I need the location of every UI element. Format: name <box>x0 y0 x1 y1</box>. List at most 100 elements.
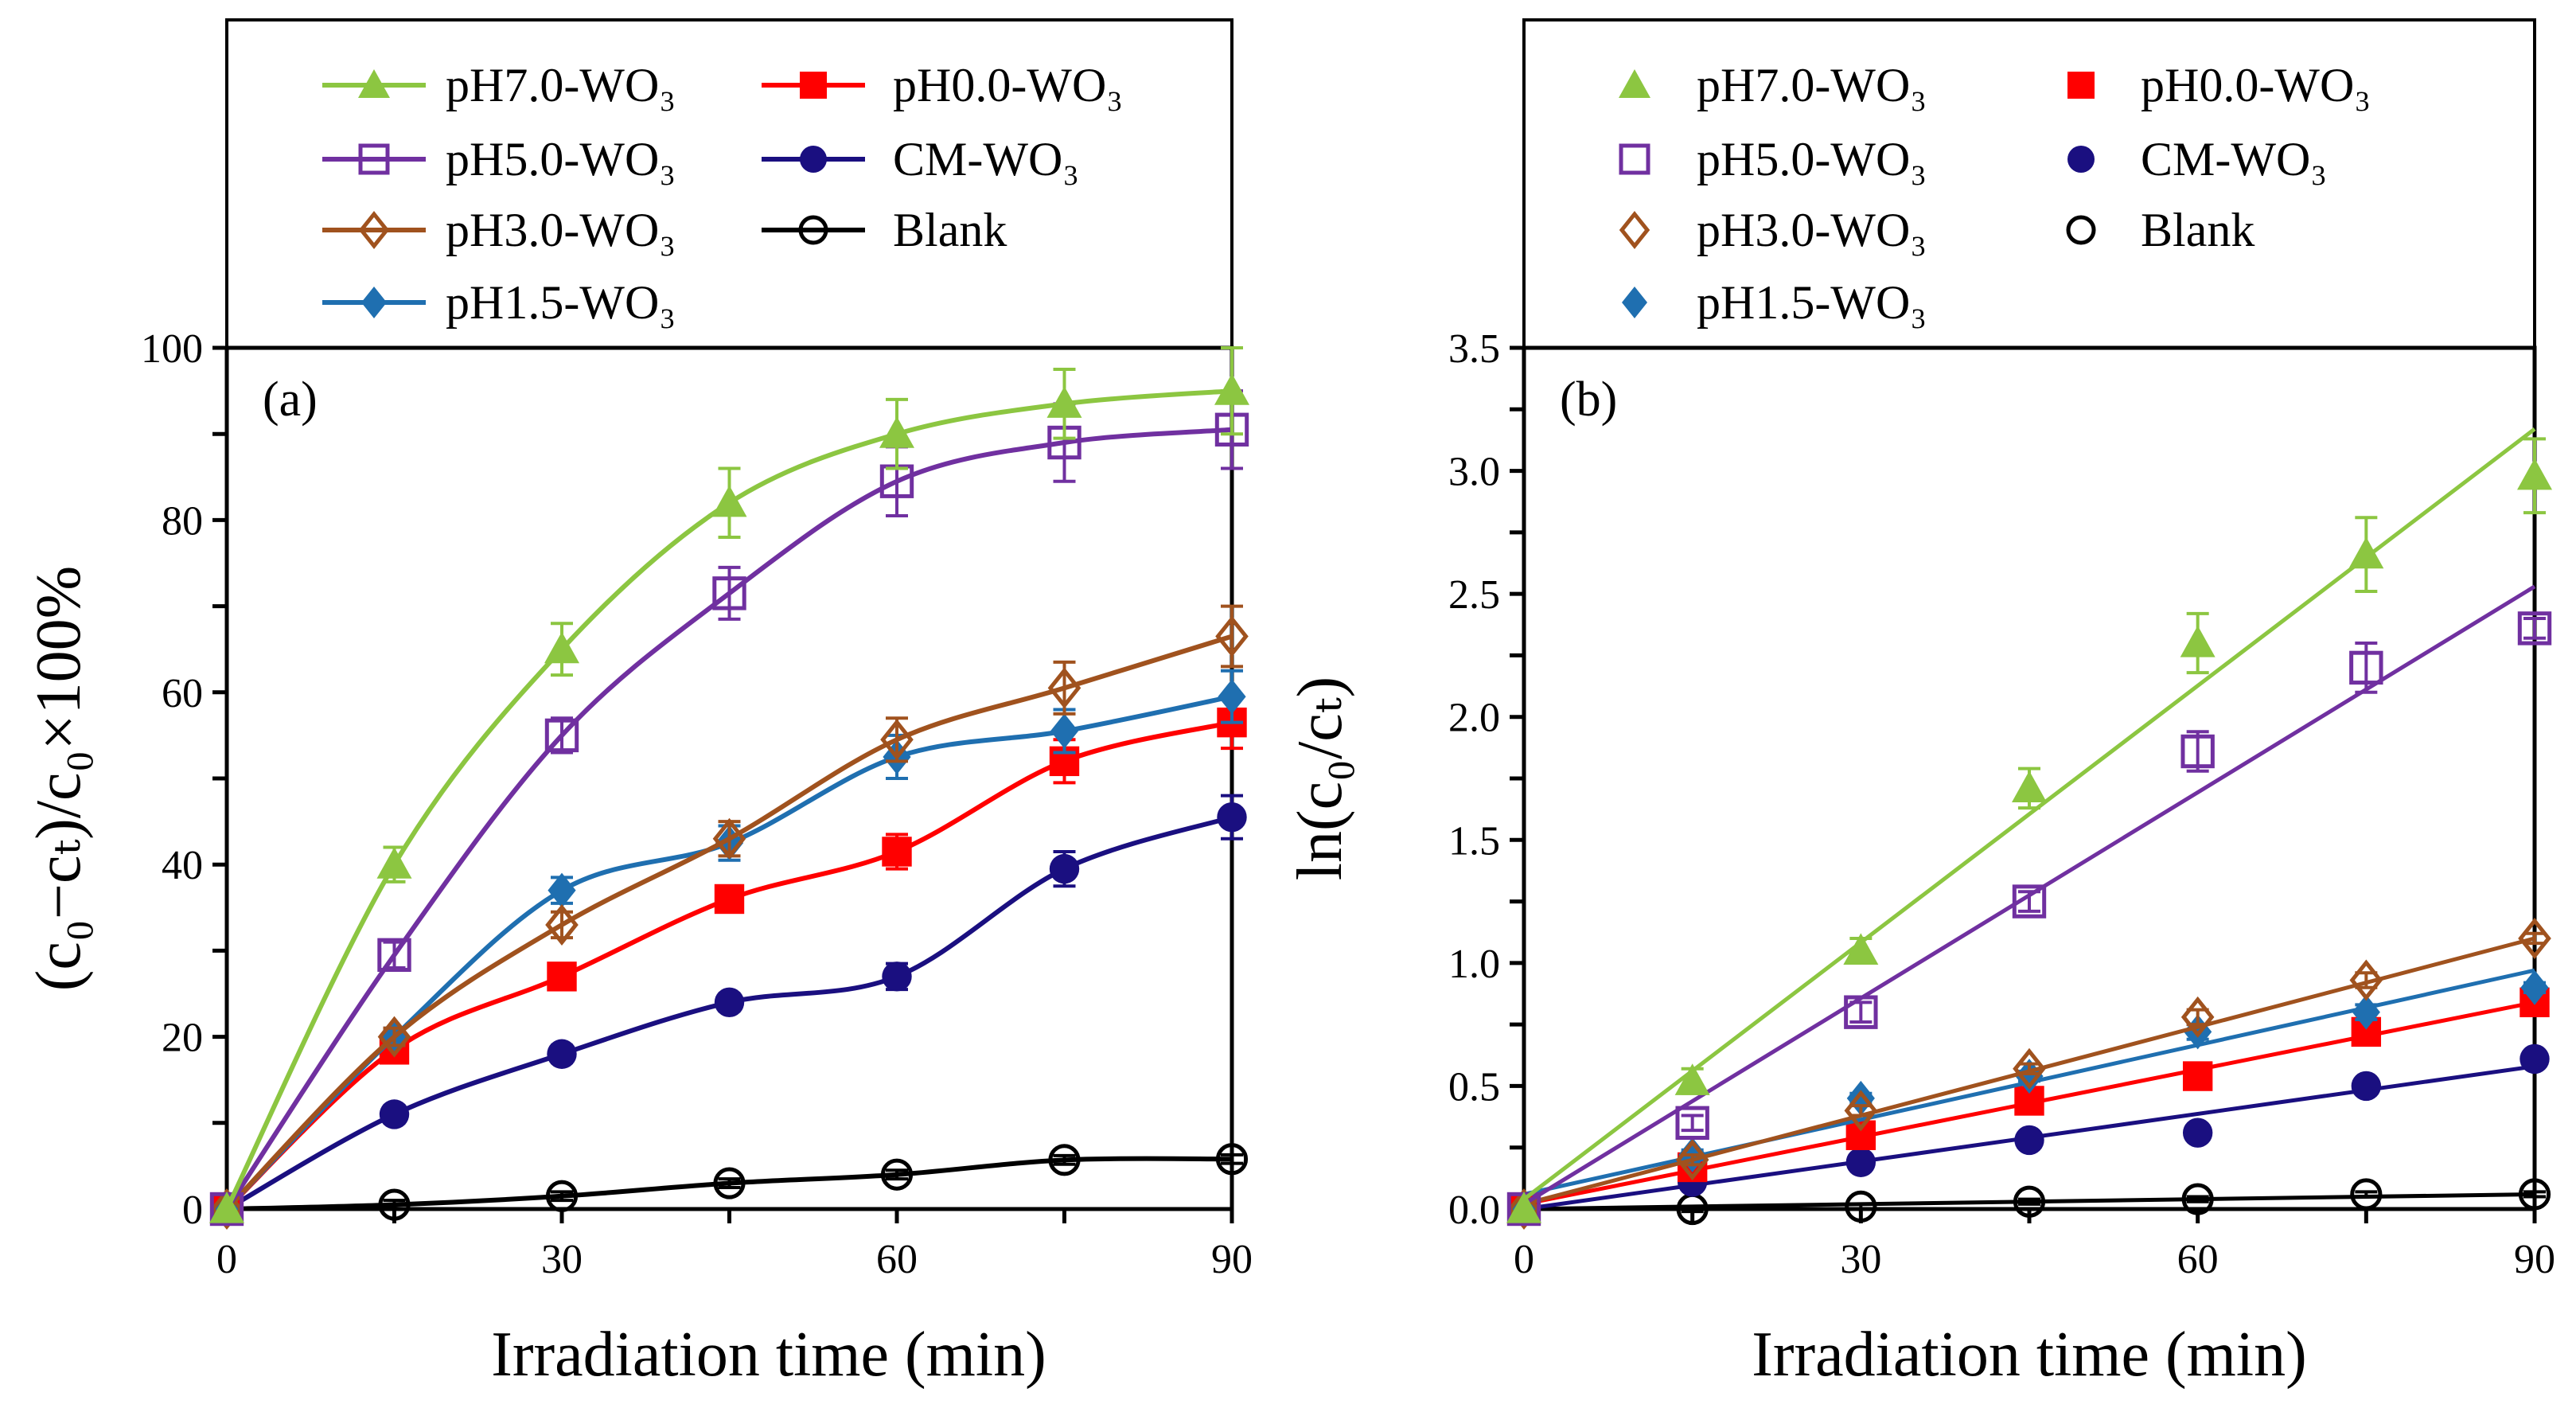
data-point <box>1218 679 1246 715</box>
data-point <box>1675 1139 1709 1181</box>
data-point <box>545 1180 579 1212</box>
data-point <box>548 872 576 908</box>
legend-label: pH5.0-WO₃ <box>1697 133 1927 185</box>
y-tick-label: 1.5 <box>1448 818 1500 864</box>
y-tick-label: 60 <box>162 671 203 716</box>
data-point <box>879 416 914 448</box>
x-axis-title-a: Irradiation time (min) <box>491 1320 1046 1390</box>
x-tick-label: 60 <box>876 1237 918 1282</box>
data-point <box>547 1039 577 1069</box>
data-point <box>1048 1144 1081 1176</box>
data-point <box>882 961 912 992</box>
data-point <box>712 817 746 860</box>
legend-label: pH5.0-WO₃ <box>446 133 676 185</box>
legend-item: pH0.0-WO₃ <box>2067 59 2371 111</box>
panel-b: (b) Irradiation time (min) ln(c₀/cₜ) 0 30… <box>1285 18 2555 1390</box>
data-point <box>1506 1192 1541 1223</box>
data-point <box>2517 458 2552 490</box>
data-point <box>544 718 579 753</box>
data-point <box>209 1192 244 1223</box>
legend-item: Blank <box>762 204 1007 256</box>
data-point <box>1215 1143 1249 1176</box>
x-tick-label: 30 <box>541 1237 583 1282</box>
data-point <box>547 961 577 992</box>
data-point <box>2517 611 2552 646</box>
data-point <box>1217 802 1247 833</box>
legend-item: pH1.5-WO₃ <box>322 276 676 329</box>
data-point <box>2180 996 2215 1038</box>
y-axis-title-b: ln(c₀/cₜ) <box>1285 677 1355 880</box>
legend-marker <box>2067 72 2095 99</box>
panel-label-a: (a) <box>263 373 318 427</box>
legend-label: pH0.0-WO₃ <box>2141 59 2371 111</box>
data-point <box>2013 1047 2046 1090</box>
legend-label: pH3.0-WO₃ <box>1697 204 1927 256</box>
y-tick-label: 80 <box>162 498 203 544</box>
legend-item: CM-WO₃ <box>2067 133 2327 185</box>
x-tick-label: 60 <box>2177 1237 2219 1282</box>
y-tick-label: 0.0 <box>1448 1188 1500 1233</box>
legend-marker <box>1619 143 1650 175</box>
data-point <box>2012 770 2047 802</box>
y-tick-label: 2.5 <box>1448 572 1500 618</box>
legend-box <box>1522 18 2536 349</box>
y-tick-label: 40 <box>162 843 203 888</box>
data-point <box>880 1158 914 1191</box>
data-point <box>2351 1071 2382 1102</box>
data-point <box>1046 386 1082 418</box>
legend-label: Blank <box>2141 204 2254 256</box>
legend-marker <box>1619 69 1650 98</box>
legend-marker <box>358 210 390 250</box>
y-tick-label: 20 <box>162 1016 203 1061</box>
data-point <box>2014 1125 2044 1156</box>
x-tick-label: 90 <box>2514 1237 2555 1282</box>
data-point <box>882 837 912 867</box>
data-point <box>1845 1147 1876 1177</box>
series-line <box>224 427 1233 1211</box>
series-pH0.0-WO- <box>212 695 1247 1224</box>
legend-marker <box>798 215 828 245</box>
data-point <box>1507 1188 1541 1231</box>
data-point <box>2518 1178 2551 1211</box>
panel-label-b: (b) <box>1560 373 1617 427</box>
data-point <box>1674 1063 1710 1095</box>
data-point <box>714 987 745 1018</box>
data-point <box>2352 994 2380 1030</box>
data-point <box>1214 373 1249 405</box>
data-point <box>711 485 747 517</box>
data-point <box>1215 615 1249 657</box>
data-point <box>714 883 745 915</box>
data-point <box>2520 969 2549 1005</box>
y-tick-label: 1.0 <box>1448 942 1500 987</box>
data-point <box>2181 1183 2214 1215</box>
legend-item: pH0.0-WO₃ <box>762 59 1123 111</box>
data-point <box>377 1016 411 1058</box>
data-point <box>210 1188 244 1231</box>
legend-item: pH7.0-WO₃ <box>322 59 676 111</box>
data-point <box>2519 1043 2550 1075</box>
data-point <box>879 464 914 498</box>
y-tick-label: 3.5 <box>1448 326 1500 372</box>
y-axis-title-a: (c₀−cₜ)/c₀×100% <box>24 566 94 991</box>
data-point <box>2180 625 2216 657</box>
y-tick-label: 0.5 <box>1448 1064 1500 1110</box>
data-point <box>2349 650 2383 685</box>
data-point <box>2348 536 2384 569</box>
legend-item: pH7.0-WO₃ <box>1619 59 1927 111</box>
series-pH7.0-WO- <box>209 346 1249 1223</box>
data-point <box>379 1099 410 1129</box>
legend-label: pH1.5-WO₃ <box>446 276 676 329</box>
x-tick-label: 0 <box>216 1237 237 1282</box>
legend-label: pH1.5-WO₃ <box>1697 276 1927 329</box>
data-point <box>1050 713 1079 749</box>
legend-item: pH5.0-WO₃ <box>322 133 676 185</box>
y-tick-label: 100 <box>141 326 203 372</box>
data-point <box>2349 959 2383 1001</box>
legend-marker <box>1619 210 1650 250</box>
data-point <box>545 903 579 946</box>
data-point <box>544 631 579 664</box>
legend-label: Blank <box>893 204 1007 256</box>
legend-item: CM-WO₃ <box>762 133 1079 185</box>
series-pH7.0-WO- <box>1506 427 2552 1223</box>
